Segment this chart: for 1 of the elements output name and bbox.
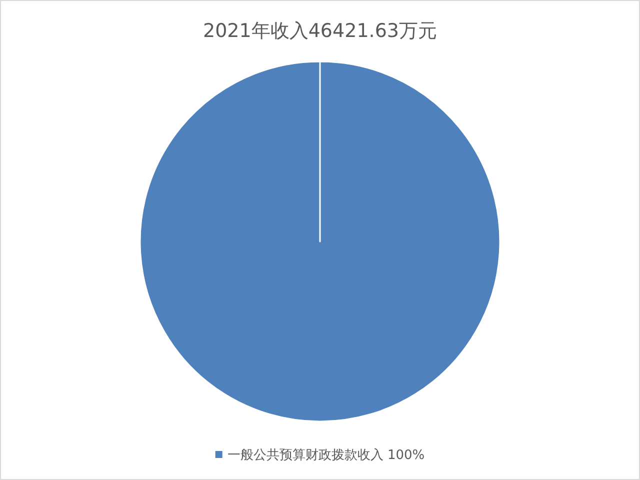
title: 2021年收入46421.63万元 (203, 20, 437, 42)
